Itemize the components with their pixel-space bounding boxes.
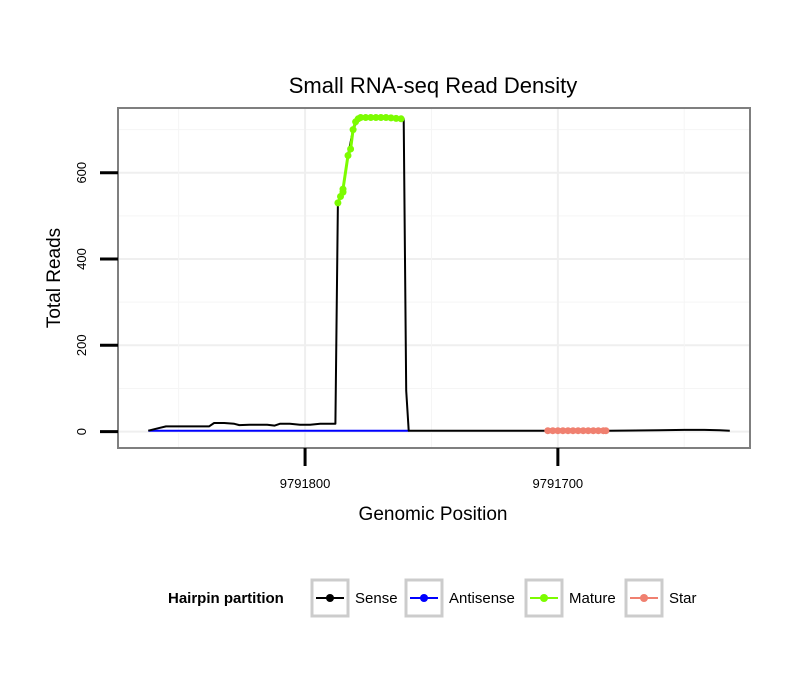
data-point-mature [349,126,357,134]
legend-label-mature: Mature [569,590,616,607]
data-point-mature [344,152,352,159]
y-tick-label: 0 [74,428,89,435]
data-point-mature [347,145,355,153]
x-tick-label: 9791700 [533,476,584,491]
legend-label-star: Star [669,590,697,607]
legend-dot-antisense [420,594,428,602]
chart-title: Small RNA-seq Read Density [289,73,578,98]
legend-dot-star [640,594,648,602]
data-point-mature [367,114,375,121]
legend-dot-mature [540,594,548,602]
data-point-mature [372,114,380,121]
legend: Hairpin partition Sense Antisense Mature St… [168,578,697,618]
y-axis-label: Total Reads [44,228,65,328]
series-layer [148,114,730,435]
series-line-sense [148,116,730,432]
data-point-mature [362,114,370,121]
data-point-star [549,427,557,435]
x-axis-label: Genomic Position [359,504,508,525]
data-point-star [564,427,572,435]
legend-label-sense: Sense [355,590,398,607]
data-point-star [554,427,562,435]
y-tick-label: 600 [74,162,89,184]
data-point-star [559,427,567,435]
data-point-mature [339,185,347,193]
legend-dot-sense [326,594,334,602]
x-tick-label: 9791800 [280,476,331,491]
data-point-star [594,427,602,435]
legend-label-antisense: Antisense [449,590,515,607]
data-point-mature [357,114,365,121]
data-point-mature [387,114,395,122]
x-axis: 9791800 9791700 [280,448,583,491]
data-point-star [579,427,587,435]
data-point-star [569,427,577,435]
plot-border [117,107,751,449]
data-point-mature [382,114,390,121]
data-point-mature [397,115,405,123]
legend-title: Hairpin partition [168,590,284,607]
y-tick-label: 400 [74,248,89,270]
y-axis: 0 200 400 600 [74,162,118,435]
data-point-star [544,427,552,435]
data-point-mature [377,114,385,121]
y-tick-label: 200 [74,334,89,356]
plot-panel [118,108,750,448]
data-point-star [574,427,582,435]
data-point-mature [392,114,400,122]
data-point-star [602,427,610,435]
data-point-mature [334,199,342,207]
data-point-star [589,427,597,435]
data-point-star [584,427,592,435]
